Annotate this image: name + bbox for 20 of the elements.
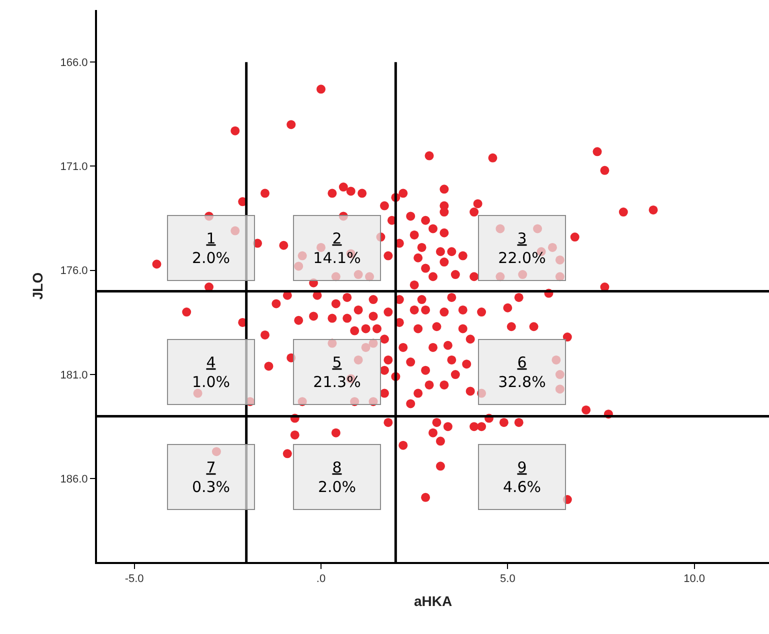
y-tick-label: 176.0 <box>60 265 88 278</box>
annotation: 2 14.1% <box>313 229 361 267</box>
annotation: 1 2.0% <box>192 229 230 267</box>
x-tick-label: 10.0 <box>684 573 706 586</box>
annotation: 6 32.8% <box>498 353 546 391</box>
x-tick-label: 5.0 <box>500 573 516 586</box>
annotation: 5 21.3% <box>313 353 361 391</box>
x-tick-label: -5.0 <box>124 573 144 586</box>
x-axis-title: aHKA <box>414 593 452 609</box>
annotation: 9 4.6% <box>502 458 542 496</box>
annotation: 3 22.0% <box>498 229 546 267</box>
y-tick-label: 181.0 <box>60 369 88 382</box>
annotation: 4 1.0% <box>192 353 230 391</box>
y-axis-title: JLO <box>29 272 46 300</box>
y-tick-label: 171.0 <box>60 161 88 174</box>
x-tick-label: .0 <box>316 573 326 586</box>
y-tick-label: 166.0 <box>60 56 88 69</box>
annotation: 7 0.3% <box>192 458 230 496</box>
y-tick-label: 186.0 <box>60 474 88 486</box>
annotation: 8 2.0% <box>318 458 356 496</box>
